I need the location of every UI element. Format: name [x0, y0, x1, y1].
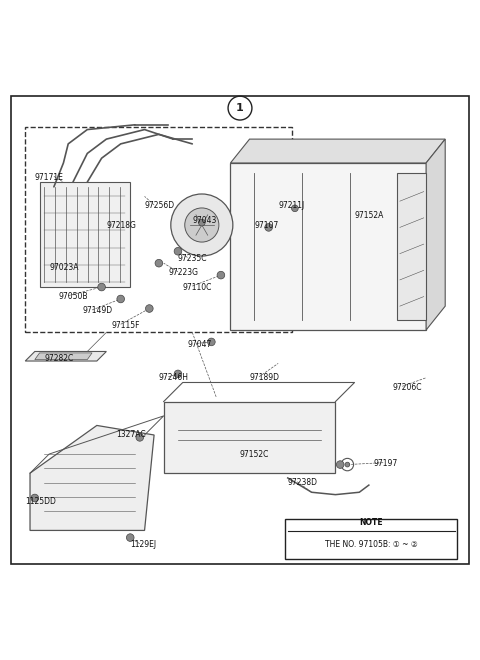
Circle shape — [207, 338, 215, 346]
Text: 97197: 97197 — [373, 459, 398, 468]
Text: 97115F: 97115F — [111, 321, 140, 330]
Polygon shape — [164, 401, 336, 473]
Circle shape — [185, 208, 219, 242]
FancyBboxPatch shape — [285, 519, 457, 559]
Polygon shape — [35, 353, 92, 360]
Text: 97218G: 97218G — [107, 220, 136, 230]
Text: 97152A: 97152A — [355, 211, 384, 220]
Circle shape — [31, 494, 38, 502]
Text: 97149D: 97149D — [83, 306, 113, 315]
Circle shape — [217, 271, 225, 279]
Circle shape — [199, 219, 205, 226]
Text: 1: 1 — [236, 103, 244, 113]
Text: 97152C: 97152C — [240, 449, 269, 459]
Text: 1327AC: 1327AC — [116, 430, 145, 440]
Circle shape — [345, 462, 350, 467]
Text: 1129EJ: 1129EJ — [130, 541, 156, 549]
Circle shape — [155, 259, 163, 267]
Text: 97050B: 97050B — [59, 292, 88, 301]
Text: THE NO. 97105B: ① ~ ②: THE NO. 97105B: ① ~ ② — [325, 541, 418, 549]
Text: NOTE: NOTE — [360, 518, 383, 527]
Circle shape — [117, 295, 124, 303]
Text: 97189D: 97189D — [250, 373, 279, 382]
Text: 97023A: 97023A — [49, 263, 79, 273]
Circle shape — [174, 370, 182, 378]
Text: 97235C: 97235C — [178, 254, 207, 263]
Text: 97110C: 97110C — [183, 282, 212, 292]
Circle shape — [265, 224, 273, 231]
Polygon shape — [39, 182, 130, 287]
Polygon shape — [397, 172, 426, 321]
Circle shape — [136, 434, 144, 441]
Circle shape — [98, 283, 106, 291]
Text: 97211J: 97211J — [278, 201, 304, 211]
Polygon shape — [230, 139, 445, 163]
Text: 1125DD: 1125DD — [25, 497, 56, 506]
Circle shape — [336, 461, 344, 469]
Text: 97282C: 97282C — [44, 354, 73, 363]
Polygon shape — [30, 426, 154, 531]
Polygon shape — [230, 163, 426, 330]
Circle shape — [145, 305, 153, 312]
Text: 97043: 97043 — [192, 216, 216, 225]
Text: 97206C: 97206C — [393, 383, 422, 392]
Text: 97047: 97047 — [188, 340, 212, 349]
Circle shape — [126, 534, 134, 541]
Text: 97256D: 97256D — [144, 201, 175, 211]
Circle shape — [291, 205, 298, 212]
Circle shape — [174, 248, 182, 255]
Polygon shape — [426, 139, 445, 330]
Text: 97223G: 97223G — [168, 268, 198, 277]
Text: 97171E: 97171E — [35, 173, 64, 182]
Text: 97107: 97107 — [254, 220, 278, 230]
Text: 97238D: 97238D — [288, 478, 318, 487]
Text: 97246H: 97246H — [159, 373, 189, 382]
Circle shape — [171, 194, 233, 256]
Polygon shape — [25, 352, 107, 361]
